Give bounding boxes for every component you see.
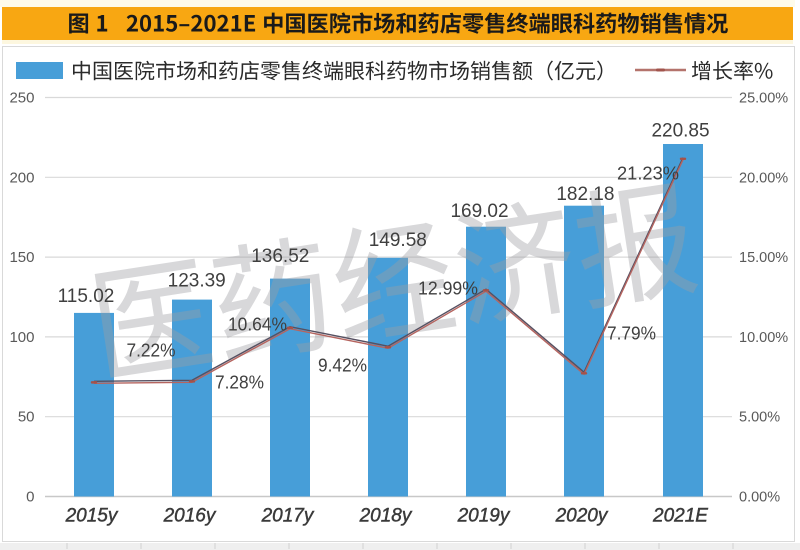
svg-text:7.28%: 7.28% [215, 373, 264, 393]
svg-text:182.18: 182.18 [556, 184, 614, 205]
svg-text:149.58: 149.58 [369, 230, 427, 251]
svg-text:10.64%: 10.64% [228, 315, 287, 335]
svg-text:20.00%: 20.00% [739, 170, 788, 186]
svg-text:15.00%: 15.00% [739, 250, 788, 266]
svg-text:136.52: 136.52 [251, 246, 309, 267]
svg-text:220.85: 220.85 [651, 121, 709, 142]
svg-text:115.02: 115.02 [58, 286, 115, 307]
svg-text:25.00%: 25.00% [739, 91, 788, 107]
svg-text:7.22%: 7.22% [127, 341, 176, 361]
svg-text:200: 200 [9, 169, 34, 186]
svg-text:2021E: 2021E [652, 506, 708, 527]
svg-text:12.99%: 12.99% [418, 279, 478, 299]
svg-text:5.00%: 5.00% [739, 410, 780, 426]
svg-text:169.02: 169.02 [450, 201, 508, 222]
svg-text:150: 150 [9, 249, 34, 266]
svg-text:21.23%: 21.23% [617, 164, 679, 184]
svg-text:50: 50 [18, 409, 35, 426]
svg-text:250: 250 [9, 90, 34, 107]
svg-text:123.39: 123.39 [168, 271, 226, 292]
svg-text:2018y: 2018y [359, 506, 413, 527]
svg-text:7.79%: 7.79% [607, 324, 656, 344]
svg-text:2020y: 2020y [555, 506, 609, 527]
svg-text:100: 100 [9, 329, 34, 346]
svg-text:2016y: 2016y [163, 506, 217, 527]
svg-text:0.00%: 0.00% [739, 490, 780, 506]
svg-text:2019y: 2019y [457, 506, 511, 527]
svg-text:2015y: 2015y [65, 506, 119, 527]
svg-text:10.00%: 10.00% [739, 330, 788, 346]
svg-text:2017y: 2017y [261, 506, 315, 527]
svg-text:0: 0 [26, 489, 34, 506]
svg-text:9.42%: 9.42% [318, 356, 367, 376]
